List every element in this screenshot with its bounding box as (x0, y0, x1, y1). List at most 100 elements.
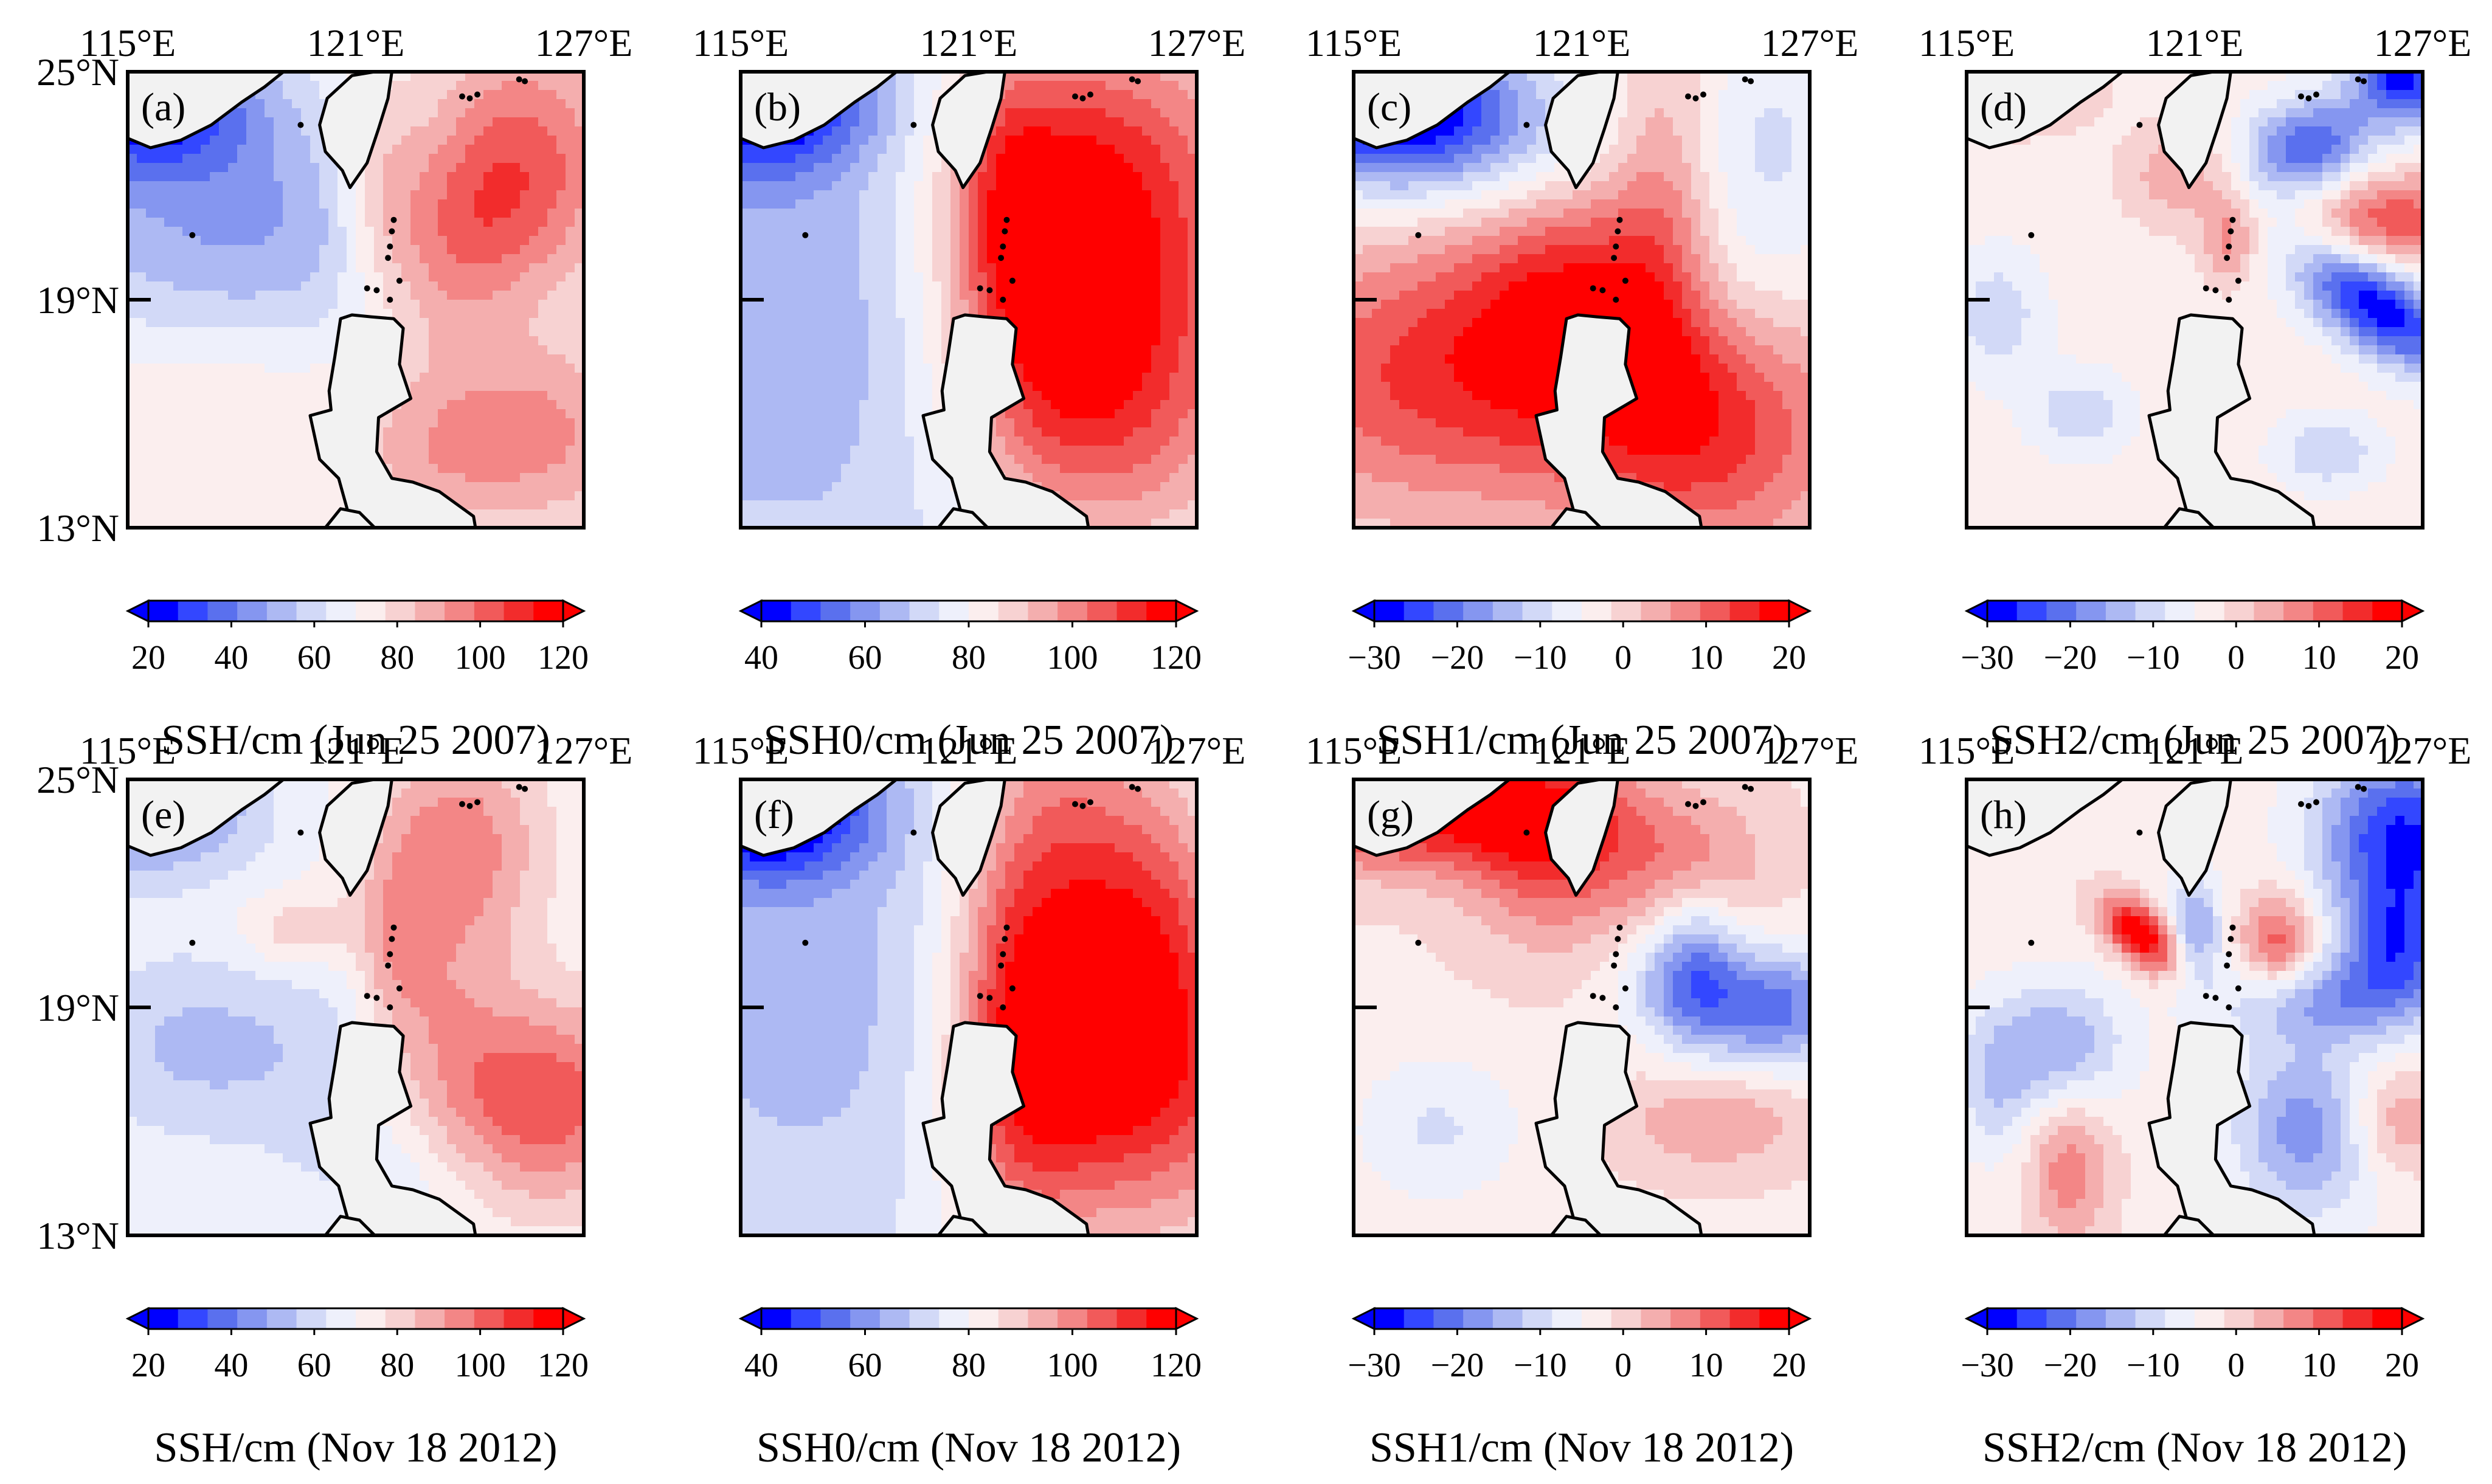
small-island (1003, 924, 1010, 931)
colorbar-swatch (998, 1308, 1029, 1329)
taiwan-island (2157, 72, 2232, 190)
colorbar-swatch (207, 601, 238, 621)
lat-tick-label: 25°N (36, 758, 119, 801)
lon-tick-label: 127°E (2374, 729, 2472, 772)
colorbar-swatch (178, 1308, 209, 1329)
colorbar-extend-low (738, 1306, 763, 1331)
colorbar-swatch (791, 601, 822, 621)
colorbar-swatch (1116, 601, 1147, 621)
small-island (910, 829, 917, 836)
colorbar-swatch (2372, 601, 2403, 621)
small-island (1700, 799, 1706, 806)
small-island (1615, 936, 1621, 942)
taiwan-island (931, 72, 1006, 190)
colorbar-tick-label: −10 (1514, 639, 1567, 677)
colorbar-tick-label: 20 (131, 1347, 165, 1384)
small-island (2226, 243, 2232, 250)
small-island (1622, 277, 1628, 284)
panel-tag: (c) (1367, 85, 1411, 129)
small-island (1000, 243, 1006, 250)
small-island (2313, 91, 2319, 98)
colorbar-swatch (1492, 1308, 1523, 1329)
colorbar-tick-label: 60 (848, 1347, 882, 1384)
colorbar-swatch (385, 601, 416, 621)
colorbar-extend-low (1351, 1306, 1376, 1331)
small-island (2361, 785, 2367, 792)
small-island (2226, 951, 2232, 958)
colorbar-swatch (326, 601, 356, 621)
colorbar-extend-high (2401, 599, 2425, 623)
small-island (1748, 785, 1754, 792)
panel-tag: (f) (754, 793, 794, 837)
small-island (1003, 216, 1010, 223)
colorbar-tick-label: −20 (2044, 639, 2097, 677)
colorbar-swatch (998, 601, 1029, 621)
colorbar: 40 60 80 100 120 (738, 1306, 1202, 1384)
small-island (2028, 939, 2035, 946)
panel-e: (e) 115°E 121°E 127°E 25°N 19°N 13°N 20 40 60 80 10… (36, 729, 632, 1471)
colorbar-swatch (1582, 601, 1612, 621)
colorbar-extend-high (1788, 599, 1812, 623)
colorbar-swatch (1433, 1308, 1464, 1329)
small-island (1000, 297, 1006, 303)
small-island (1685, 801, 1691, 807)
panel-tag: (b) (754, 85, 801, 129)
luzon-island (2147, 313, 2316, 528)
colorbar-tick-label: 20 (131, 639, 165, 677)
small-island (977, 993, 983, 999)
lon-tick-label: 121°E (1533, 21, 1631, 64)
small-island (1009, 985, 1016, 992)
colorbar-swatch (2165, 1308, 2195, 1329)
colorbar-swatch (356, 601, 386, 621)
panel-tag: (a) (141, 85, 185, 129)
small-island (2229, 924, 2236, 931)
small-island (2227, 228, 2234, 235)
small-island (2212, 287, 2219, 294)
lon-tick-label: 127°E (1148, 21, 1246, 64)
ssh-field (1354, 72, 1810, 528)
colorbar-swatch (850, 601, 881, 621)
lon-tick-label: 115°E (1306, 21, 1402, 64)
colorbar-swatch (850, 1308, 881, 1329)
colorbar-swatch (1146, 1308, 1177, 1329)
small-island (2305, 802, 2312, 809)
colorbar-swatch (761, 1308, 792, 1329)
small-island (387, 243, 393, 250)
small-island (1616, 924, 1623, 931)
colorbar-extend-low (1964, 599, 1988, 623)
colorbar-tick-label: 0 (2227, 1347, 2245, 1384)
ssh-field (1967, 72, 2423, 528)
mindoro-island (2162, 507, 2215, 528)
colorbar-tick-label: 120 (1151, 1347, 1202, 1384)
small-island (998, 255, 1005, 261)
colorbar-tick-label: 100 (455, 1347, 506, 1384)
mainland-china (128, 72, 285, 150)
colorbar-swatch (2283, 601, 2314, 621)
panel-tag: (e) (141, 793, 185, 837)
lon-tick-label: 121°E (2146, 21, 2244, 64)
colorbar-extend-high (1175, 1306, 1199, 1331)
colorbar-swatch (474, 601, 505, 621)
luzon-island (1534, 1021, 1703, 1235)
small-island (1613, 243, 1619, 250)
small-island (1415, 232, 1422, 238)
ssh-field (1354, 779, 1810, 1235)
mindoro-island (324, 507, 376, 528)
mainland-china (741, 72, 898, 150)
colorbar-tick-label: −30 (1961, 1347, 2014, 1384)
small-island (802, 232, 809, 238)
colorbar-extend-low (1351, 599, 1376, 623)
mindoro-island (1549, 1215, 1602, 1235)
colorbar: −30 −20 −10 0 10 20 (1961, 599, 2425, 677)
small-island (1002, 228, 1008, 235)
small-island (390, 216, 397, 223)
small-island (1415, 939, 1422, 946)
colorbar-extend-low (125, 1306, 150, 1331)
colorbar-swatch (266, 1308, 297, 1329)
small-island (1613, 297, 1619, 303)
small-island (2203, 285, 2209, 292)
small-island (1590, 993, 1596, 999)
colorbar-swatch (1403, 601, 1435, 621)
small-island (1613, 1004, 1619, 1010)
colorbar-swatch (1582, 1308, 1612, 1329)
